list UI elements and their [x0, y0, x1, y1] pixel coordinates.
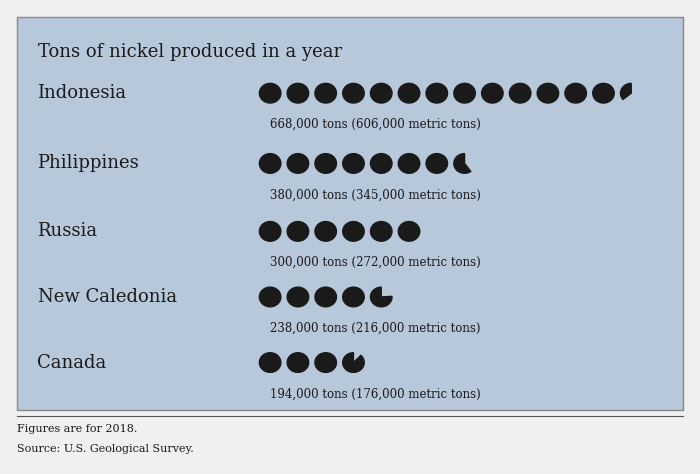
Text: 194,000 tons (176,000 metric tons): 194,000 tons (176,000 metric tons) — [270, 387, 481, 401]
Ellipse shape — [287, 154, 309, 173]
Ellipse shape — [287, 353, 309, 373]
Ellipse shape — [315, 154, 337, 173]
Text: Tons of nickel produced in a year: Tons of nickel produced in a year — [38, 43, 342, 61]
Ellipse shape — [315, 221, 337, 241]
Ellipse shape — [260, 287, 281, 307]
Polygon shape — [620, 83, 631, 100]
Ellipse shape — [287, 83, 309, 103]
Ellipse shape — [260, 221, 281, 241]
Ellipse shape — [426, 154, 447, 173]
Ellipse shape — [260, 154, 281, 173]
Text: Source: U.S. Geological Survey.: Source: U.S. Geological Survey. — [17, 444, 193, 454]
Polygon shape — [454, 154, 471, 173]
FancyBboxPatch shape — [17, 17, 683, 410]
Text: New Caledonia: New Caledonia — [38, 288, 176, 306]
Ellipse shape — [454, 83, 475, 103]
Ellipse shape — [370, 154, 392, 173]
Ellipse shape — [565, 83, 587, 103]
Ellipse shape — [537, 83, 559, 103]
Text: 300,000 tons (272,000 metric tons): 300,000 tons (272,000 metric tons) — [270, 256, 481, 269]
Ellipse shape — [315, 353, 337, 373]
Text: Figures are for 2018.: Figures are for 2018. — [17, 424, 137, 434]
Text: Canada: Canada — [38, 354, 106, 372]
Ellipse shape — [398, 83, 420, 103]
Ellipse shape — [398, 221, 420, 241]
Ellipse shape — [482, 83, 503, 103]
Ellipse shape — [315, 83, 337, 103]
Ellipse shape — [287, 287, 309, 307]
Ellipse shape — [398, 154, 420, 173]
Ellipse shape — [343, 221, 364, 241]
Ellipse shape — [287, 221, 309, 241]
Ellipse shape — [370, 83, 392, 103]
Text: 238,000 tons (216,000 metric tons): 238,000 tons (216,000 metric tons) — [270, 322, 481, 335]
Ellipse shape — [426, 83, 447, 103]
Ellipse shape — [260, 353, 281, 373]
Text: Indonesia: Indonesia — [38, 84, 127, 102]
Ellipse shape — [343, 83, 364, 103]
Text: 668,000 tons (606,000 metric tons): 668,000 tons (606,000 metric tons) — [270, 118, 481, 131]
Ellipse shape — [510, 83, 531, 103]
Ellipse shape — [370, 221, 392, 241]
Ellipse shape — [315, 287, 337, 307]
Ellipse shape — [343, 154, 364, 173]
Ellipse shape — [593, 83, 614, 103]
Text: Russia: Russia — [38, 222, 97, 240]
Ellipse shape — [260, 83, 281, 103]
Text: Philippines: Philippines — [38, 155, 139, 173]
Polygon shape — [370, 287, 392, 307]
Polygon shape — [343, 353, 364, 373]
Text: 380,000 tons (345,000 metric tons): 380,000 tons (345,000 metric tons) — [270, 188, 481, 201]
Ellipse shape — [343, 287, 364, 307]
